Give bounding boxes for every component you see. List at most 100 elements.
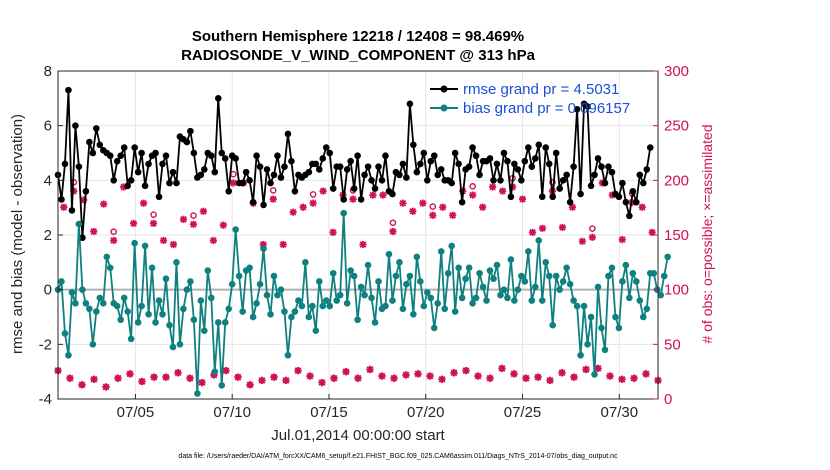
rmse-point [504, 157, 511, 165]
obs-assimilated-high [648, 228, 656, 236]
rmse-point [570, 163, 577, 170]
obs-assimilated-high [449, 211, 457, 219]
bias-point [190, 316, 198, 324]
rmse-point [315, 166, 323, 173]
rmse-point [538, 193, 546, 201]
bias-point [507, 256, 515, 263]
rmse-point [646, 144, 654, 151]
obs-assimilated-high [319, 187, 327, 195]
obs-star-stroke [522, 374, 530, 382]
obs-possible-low [438, 375, 446, 383]
rmse-point [594, 155, 602, 162]
obs-star-stroke [190, 220, 197, 228]
bias-point [570, 297, 577, 304]
bias-point [270, 272, 278, 280]
rmse-point [396, 171, 403, 179]
obs-star-stroke [210, 237, 217, 244]
bias-point [525, 248, 532, 255]
rmse-point [643, 166, 651, 173]
y-right-tick-label: 0 [664, 391, 672, 408]
bias-point [152, 319, 159, 326]
obs-star-stroke [359, 241, 367, 248]
bias-point [545, 272, 553, 280]
obs-possible-low [306, 372, 314, 380]
obs-possible-low [390, 374, 398, 382]
rmse-point [291, 187, 299, 195]
bias-point [124, 308, 131, 315]
rmse-point [476, 171, 483, 179]
bias-point [605, 272, 612, 280]
bias-point [639, 313, 647, 321]
rmse-point [201, 166, 208, 173]
rmse-point [124, 182, 131, 190]
rmse-point [253, 152, 260, 160]
bias-point [444, 269, 452, 277]
obs-possible-low [606, 372, 614, 380]
x-axis-label: Jul.01,2014 00:00:00 start [271, 427, 445, 444]
bias-point [451, 308, 459, 315]
rmse-point [197, 171, 205, 179]
bias-point [201, 327, 208, 334]
rmse-point [622, 198, 630, 206]
obs-assimilated-high [558, 223, 567, 232]
obs-possible-low [222, 366, 230, 375]
rmse-point [350, 185, 358, 192]
rmse-point [260, 201, 267, 209]
bias-point [535, 237, 543, 244]
obs-star-stroke [642, 370, 650, 378]
obs-assimilated-high [209, 236, 217, 245]
obs-assimilated-high [349, 195, 357, 203]
obs-assimilated-high [149, 219, 158, 228]
bias-point [531, 283, 539, 291]
obs-star-stroke [648, 229, 656, 236]
obs-star-stroke [78, 381, 86, 389]
obs-assimilated-high [369, 191, 377, 199]
obs-possible-low [282, 376, 290, 385]
bias-point [253, 300, 260, 307]
obs-star-stroke [130, 220, 137, 227]
bias-point [256, 280, 264, 288]
bias-point [298, 302, 306, 310]
obs-star-stroke [160, 237, 167, 244]
rmse-point [288, 157, 295, 165]
bias-point [228, 280, 236, 288]
obs-star-stroke [534, 373, 542, 381]
bias-point [204, 267, 212, 274]
bias-point [626, 294, 633, 302]
rmse-point [518, 177, 525, 184]
obs-possible-high [110, 228, 117, 236]
obs-star-stroke [349, 195, 357, 203]
obs-star-stroke [258, 377, 266, 384]
obs-possible-low [366, 365, 374, 374]
obs-assimilated-high [100, 200, 108, 208]
rmse-point [605, 163, 612, 170]
obs-star-stroke [330, 374, 338, 382]
obs-assimilated-high [379, 191, 387, 199]
obs-assimilated-high [309, 199, 317, 207]
bias-point [423, 289, 431, 296]
bias-point [336, 291, 344, 299]
obs-star-stroke [269, 195, 277, 203]
obs-possible-low [318, 379, 326, 387]
bias-point [99, 300, 107, 307]
rmse-point [545, 160, 553, 168]
obs-possible-high [389, 219, 397, 227]
obs-star-stroke [306, 372, 314, 380]
rmse-point [451, 149, 459, 157]
bias-point [211, 368, 219, 375]
obs-star-stroke [558, 369, 566, 377]
rmse-point [552, 149, 560, 157]
rmse-point [417, 160, 424, 168]
bias-point [594, 283, 602, 291]
obs-possible-low [570, 373, 578, 381]
rmse-point [319, 155, 327, 162]
obs-possible-low [126, 370, 134, 378]
rmse-point [542, 144, 550, 151]
bias-point [239, 308, 246, 315]
bias-point [479, 283, 487, 291]
bias-point [389, 297, 396, 304]
obs-star-stroke [174, 369, 182, 377]
rmse-point [601, 179, 609, 187]
obs-star-stroke [414, 370, 422, 378]
obs-assimilated-high [130, 219, 138, 228]
